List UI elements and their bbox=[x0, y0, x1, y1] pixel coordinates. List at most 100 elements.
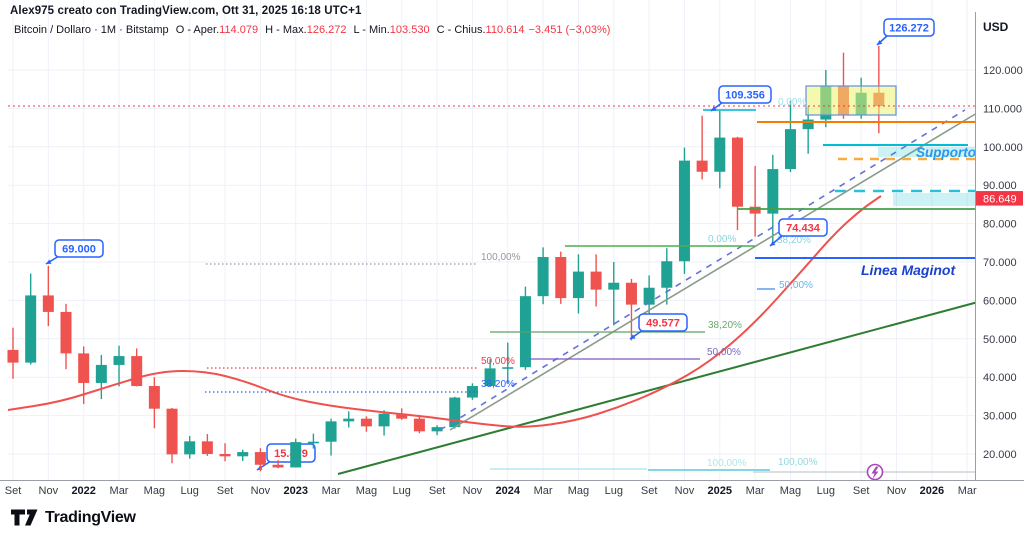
candle[interactable] bbox=[184, 435, 196, 459]
candle[interactable] bbox=[784, 100, 796, 173]
candle[interactable] bbox=[237, 449, 249, 461]
time-tick-label: Mag bbox=[780, 485, 801, 497]
candle[interactable] bbox=[519, 286, 531, 370]
price-tick-label: 100.000 bbox=[983, 142, 1023, 154]
candle[interactable] bbox=[272, 460, 284, 469]
candle[interactable] bbox=[25, 273, 37, 365]
candle-body bbox=[343, 418, 355, 422]
last-price-badge-text: 86.649 bbox=[983, 194, 1017, 206]
candle[interactable] bbox=[254, 448, 266, 472]
price-callout[interactable]: 109.356 bbox=[710, 85, 772, 112]
candle[interactable] bbox=[767, 154, 779, 245]
price-tick-label: 90.000 bbox=[983, 180, 1017, 192]
candle[interactable] bbox=[131, 348, 143, 387]
time-tick-label: Nov bbox=[39, 485, 59, 497]
callout-price-text: 126.272 bbox=[889, 23, 929, 35]
price-callout[interactable]: 69.000 bbox=[45, 239, 104, 265]
candle[interactable] bbox=[449, 396, 461, 429]
price-tick-label: 120.000 bbox=[983, 65, 1023, 77]
candle[interactable] bbox=[555, 251, 567, 304]
candle-body bbox=[466, 386, 478, 398]
candle[interactable] bbox=[113, 345, 125, 387]
candle[interactable] bbox=[42, 265, 54, 327]
candle-body bbox=[378, 413, 390, 427]
candle-body bbox=[784, 129, 796, 170]
candle-body bbox=[696, 160, 708, 172]
candle-body bbox=[661, 261, 673, 288]
candle[interactable] bbox=[360, 416, 372, 432]
long-term-trendline[interactable] bbox=[337, 301, 979, 475]
candle[interactable] bbox=[466, 383, 478, 400]
candle[interactable] bbox=[325, 418, 337, 456]
candle-body bbox=[166, 408, 178, 455]
annotation-text[interactable]: Linea Maginot bbox=[861, 262, 956, 278]
time-tick-label: 2024 bbox=[496, 485, 521, 497]
candle[interactable] bbox=[484, 359, 496, 387]
highlight-box[interactable] bbox=[805, 85, 897, 116]
candle[interactable] bbox=[60, 303, 72, 370]
candle[interactable] bbox=[201, 434, 213, 456]
candle[interactable] bbox=[731, 136, 743, 231]
time-tick-label: Mar bbox=[534, 485, 553, 497]
candle-body bbox=[449, 397, 461, 428]
candle[interactable] bbox=[378, 410, 390, 436]
candle[interactable] bbox=[678, 147, 690, 274]
time-tick-label: Lug bbox=[393, 485, 411, 497]
candle[interactable] bbox=[537, 247, 549, 305]
time-tick-label: Mar bbox=[322, 485, 341, 497]
price-callout[interactable]: 74.434 bbox=[769, 218, 828, 247]
candle-body bbox=[25, 295, 37, 363]
candle[interactable] bbox=[661, 248, 673, 305]
candle[interactable] bbox=[307, 433, 319, 449]
candle[interactable] bbox=[166, 407, 178, 464]
tradingview-logo[interactable]: TradingView bbox=[10, 508, 136, 527]
candle[interactable] bbox=[572, 254, 584, 314]
candle[interactable] bbox=[714, 110, 726, 189]
candle-body bbox=[272, 464, 284, 468]
candle[interactable] bbox=[502, 342, 514, 383]
currency-label: USD bbox=[983, 20, 1009, 34]
time-tick-label: Lug bbox=[817, 485, 835, 497]
price-callout[interactable]: 126.272 bbox=[876, 18, 935, 46]
candle-body bbox=[60, 311, 72, 354]
candle-body bbox=[42, 295, 54, 312]
fib-label: 38,20% bbox=[777, 235, 811, 246]
candle[interactable] bbox=[7, 327, 19, 379]
candle[interactable] bbox=[413, 414, 425, 434]
demand-zone[interactable] bbox=[893, 193, 975, 206]
candle-body bbox=[113, 356, 125, 365]
candle[interactable] bbox=[696, 115, 708, 180]
channel-line-solid[interactable] bbox=[449, 112, 978, 431]
candle-body bbox=[290, 442, 302, 468]
callout-arrowhead bbox=[46, 259, 52, 264]
lightning-marker[interactable] bbox=[866, 463, 884, 481]
candle[interactable] bbox=[148, 377, 160, 429]
supporto-zone[interactable] bbox=[878, 147, 975, 157]
candle[interactable] bbox=[343, 411, 355, 428]
candle-body bbox=[7, 349, 19, 363]
candle[interactable] bbox=[95, 354, 107, 400]
candle-body bbox=[555, 257, 567, 299]
time-tick-label: Mag bbox=[356, 485, 377, 497]
time-axis-panel[interactable] bbox=[0, 481, 1024, 539]
candle[interactable] bbox=[625, 278, 637, 341]
time-tick-label: 2026 bbox=[920, 485, 944, 497]
candle-body bbox=[184, 441, 196, 455]
price-axis-panel[interactable] bbox=[976, 0, 1024, 539]
candle[interactable] bbox=[290, 438, 302, 468]
candle[interactable] bbox=[431, 425, 443, 436]
tradingview-logo-text: TradingView bbox=[45, 508, 136, 526]
candle-body bbox=[502, 367, 514, 369]
annotation-text[interactable]: Supporto bbox=[916, 145, 976, 160]
candle[interactable] bbox=[749, 166, 761, 237]
candle[interactable] bbox=[608, 262, 620, 326]
price-tick-label: 80.000 bbox=[983, 219, 1017, 231]
candle[interactable] bbox=[590, 254, 602, 307]
price-callout[interactable]: 49.577 bbox=[629, 313, 688, 340]
moving-average-line[interactable] bbox=[7, 195, 882, 428]
candle-body bbox=[643, 287, 655, 305]
candle[interactable] bbox=[219, 443, 231, 462]
callout-box bbox=[778, 218, 828, 237]
